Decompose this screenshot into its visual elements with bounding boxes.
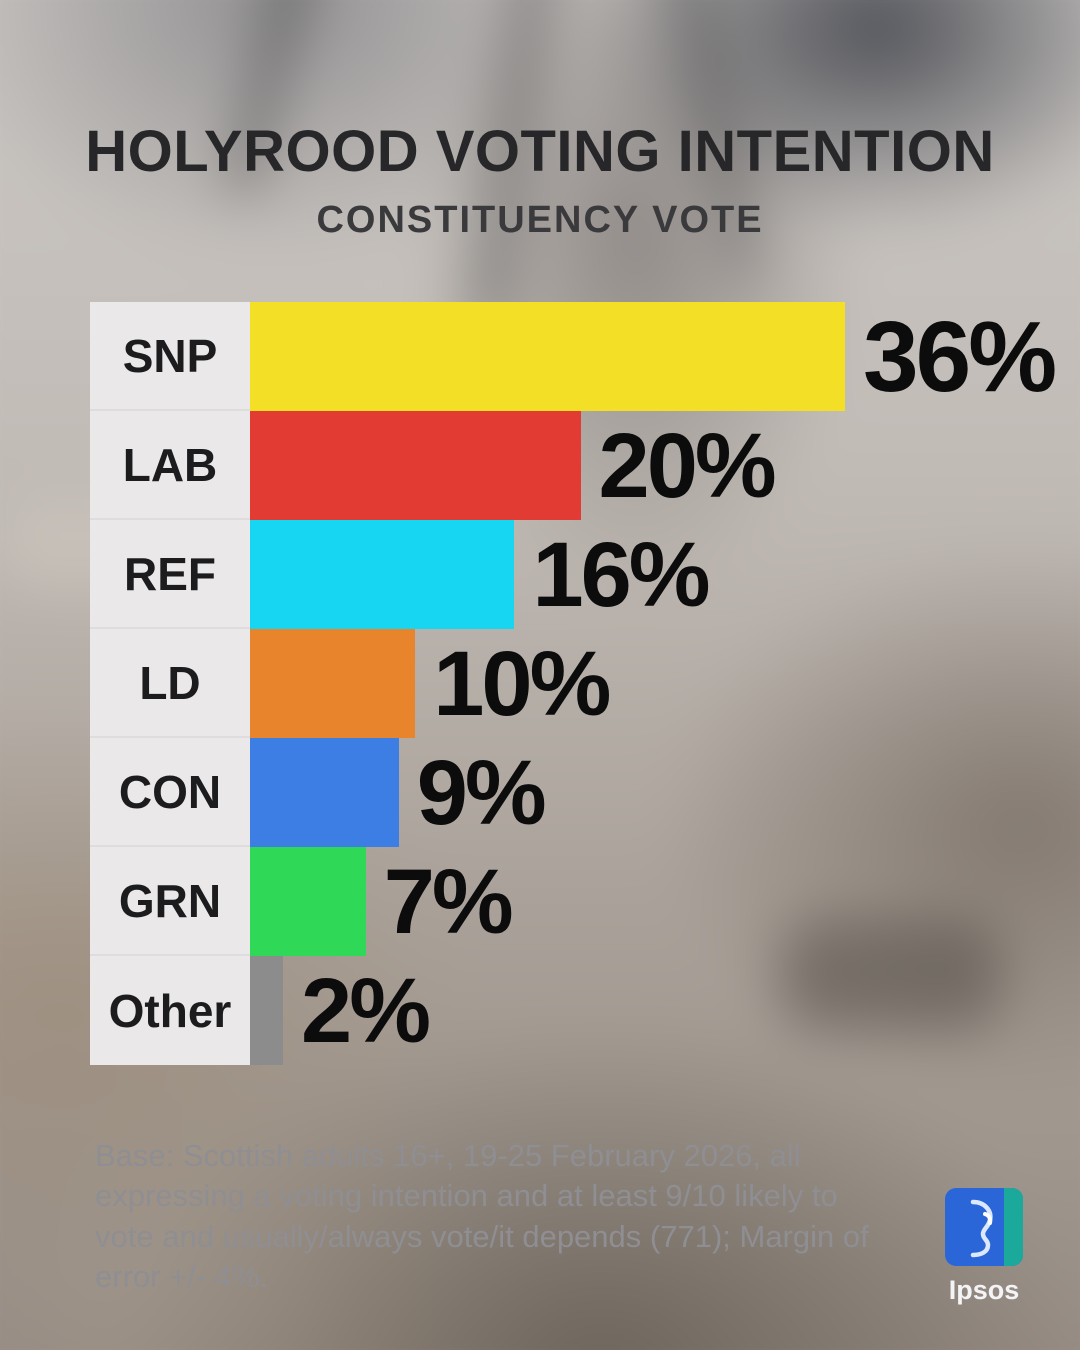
bar-snp [250,302,845,411]
bar-wrap: 10% [250,629,611,738]
chart-row-ref: REF 16% [90,520,1054,629]
party-label: LAB [90,411,250,520]
party-label: SNP [90,302,250,411]
bar-wrap: 7% [250,847,514,956]
party-label: REF [90,520,250,629]
value-label: 2% [301,959,431,1062]
party-label: Other [90,956,250,1065]
bar-chart: SNP 36% LAB 20% REF 16% LD 10% CON 9% GRN 7% Other 2% [90,300,1057,1065]
page-subtitle: CONSTITUENCY VOTE [316,199,764,241]
chart-header: HOLYROOD VOTING INTENTION CONSTITUENCY V… [0,118,1080,242]
bar-lab [250,411,581,520]
value-label: 7% [383,850,514,953]
party-label: CON [90,738,250,847]
bar-other [250,956,284,1065]
chart-row-con: CON 9% [90,738,1054,847]
profile-face-icon [945,1188,1023,1266]
value-label: 9% [416,741,547,844]
bar-wrap: 9% [250,738,547,847]
bar-wrap: 36% [250,300,1057,413]
value-label: 16% [532,523,710,626]
bar-con [250,738,399,847]
bar-wrap: 16% [250,520,711,629]
bar-ref [250,520,515,629]
bar-ld [250,629,416,738]
base-note: Base: Scottish adults 16+, 19-25 Februar… [95,1138,869,1294]
bar-grn [250,847,366,956]
chart-row-other: Other 2% [90,956,1054,1065]
background-blur-shape [780,920,1000,1030]
value-label: 36% [863,300,1057,413]
logo-wordmark: Ipsos [948,1275,1020,1305]
party-label: GRN [90,847,250,956]
bar-wrap: 20% [250,411,777,520]
ipsos-logo: Ipsos [942,1188,1026,1306]
party-label: LD [90,629,250,738]
chart-row-lab: LAB 20% [90,411,1054,520]
chart-row-ld: LD 10% [90,629,1054,738]
chart-rows: SNP 36% LAB 20% REF 16% LD 10% CON 9% GRN 7% Other 2% [90,300,1057,1065]
value-label: 10% [433,632,611,735]
chart-row-grn: GRN 7% [90,847,1054,956]
bar-wrap: 2% [250,956,431,1065]
chart-row-snp: SNP 36% [90,300,1057,413]
value-label: 20% [598,414,777,517]
page-title: HOLYROOD VOTING INTENTION [85,119,995,184]
